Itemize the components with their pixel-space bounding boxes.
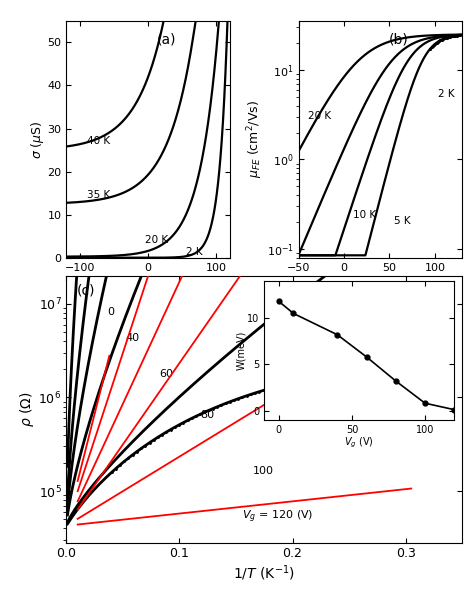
- Text: (a): (a): [156, 33, 176, 47]
- Text: $V_g$ = 120 (V): $V_g$ = 120 (V): [242, 509, 313, 525]
- Text: 5 K: 5 K: [394, 216, 410, 226]
- X-axis label: $V_g$ (V): $V_g$ (V): [129, 276, 167, 294]
- X-axis label: $1/T$ (K$^{-1}$): $1/T$ (K$^{-1}$): [233, 563, 295, 583]
- Text: 10 K: 10 K: [353, 210, 376, 219]
- Text: 100: 100: [253, 466, 274, 476]
- Y-axis label: $\mu_{FE}$ (cm$^2$/Vs): $\mu_{FE}$ (cm$^2$/Vs): [246, 100, 265, 178]
- Text: (c): (c): [76, 284, 95, 298]
- Text: 2 K: 2 K: [186, 247, 202, 257]
- Text: 80: 80: [200, 410, 214, 420]
- Y-axis label: $\sigma$ ($\mu$S): $\sigma$ ($\mu$S): [29, 120, 46, 158]
- Text: 40: 40: [125, 333, 139, 343]
- Text: 0: 0: [107, 307, 114, 317]
- Text: 2 K: 2 K: [438, 89, 454, 99]
- X-axis label: $V_g$ (V): $V_g$ (V): [362, 276, 399, 294]
- Text: 60: 60: [159, 369, 173, 379]
- Text: 40 K: 40 K: [87, 136, 110, 146]
- Text: 35 K: 35 K: [87, 190, 110, 200]
- Text: (b): (b): [389, 33, 408, 47]
- Y-axis label: $\rho$ ($\Omega$): $\rho$ ($\Omega$): [18, 391, 36, 427]
- Text: 20 K: 20 K: [145, 235, 168, 245]
- Text: 20 K: 20 K: [308, 111, 331, 121]
